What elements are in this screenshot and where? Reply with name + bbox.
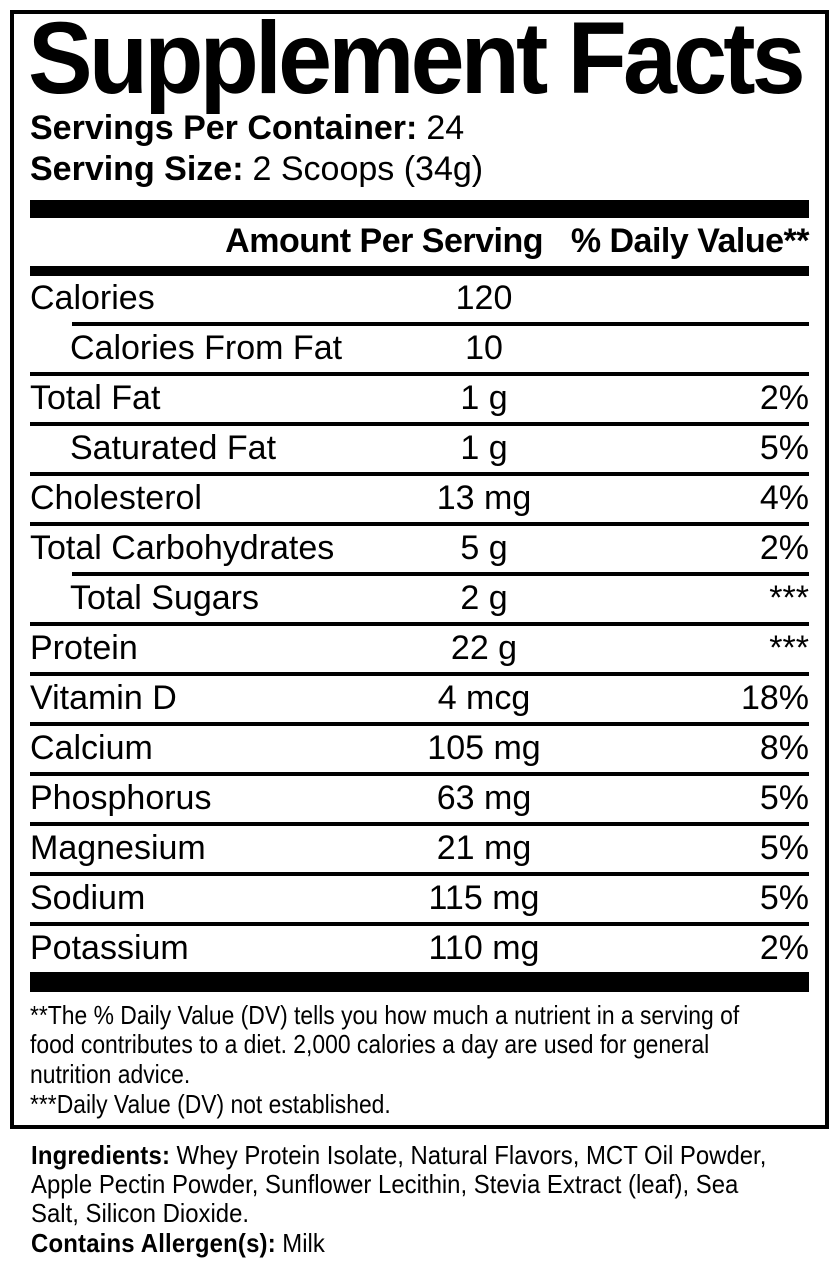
nutrient-daily-value: 8% — [759, 729, 809, 768]
nutrient-daily-value: 18% — [740, 679, 809, 718]
ingredients-line: Salt, Silicon Dioxide. — [31, 1198, 250, 1229]
servings-per-container-value: 24 — [426, 108, 465, 147]
nutrient-daily-value: 2% — [759, 529, 809, 568]
dv-footnote-line: food contributes to a diet. 2,000 calori… — [30, 1029, 710, 1060]
serving-size-value: 2 Scoops (34g) — [252, 150, 484, 189]
nutrient-name: Sodium — [30, 879, 146, 918]
nutrient-name: Total Fat — [30, 379, 161, 418]
row-separator — [30, 621, 809, 626]
nutrient-name: Phosphorus — [30, 779, 212, 818]
nutrient-name: Magnesium — [30, 829, 206, 868]
header-separator-bar — [30, 265, 809, 276]
row-separator — [30, 421, 809, 426]
row-separator — [30, 721, 809, 726]
ingredients-line: Apple Pectin Powder, Sunflower Lecithin,… — [31, 1169, 739, 1200]
nutrient-amount: 63 mg — [436, 779, 532, 818]
ingredients-text: Whey Protein Isolate, Natural Flavors, M… — [176, 1140, 767, 1171]
ingredients-section: Ingredients: Whey Protein Isolate, Natura… — [31, 1140, 767, 1258]
row-separator — [30, 521, 809, 526]
table-row: Total Fat 1 g 2% — [30, 376, 809, 422]
servings-per-container-label: Servings Per Container: — [30, 108, 418, 147]
nutrient-daily-value: *** — [769, 629, 809, 668]
row-separator — [30, 471, 809, 476]
nutrient-daily-value: 2% — [759, 929, 809, 968]
dv-footnote-line: **The % Daily Value (DV) tells you how m… — [30, 999, 740, 1030]
facts-table-body: Calories 120 Calories From Fat 10 Total … — [30, 276, 809, 972]
table-row: Total Sugars 2 g *** — [30, 576, 809, 622]
daily-value-header: % Daily Value** — [570, 222, 810, 261]
nutrient-amount: 2 g — [460, 579, 508, 618]
nutrient-amount: 110 mg — [428, 929, 540, 968]
ingredients-line: Ingredients: Whey Protein Isolate, Natura… — [31, 1140, 767, 1171]
nutrient-amount: 10 — [465, 329, 503, 368]
table-row: Magnesium 21 mg 5% — [30, 826, 809, 872]
nutrient-name: Vitamin D — [30, 679, 177, 718]
footnotes: **The % Daily Value (DV) tells you how m… — [30, 999, 740, 1120]
nutrient-amount: 105 mg — [427, 729, 541, 768]
nutrient-amount: 1 g — [460, 379, 508, 418]
table-row: Calcium 105 mg 8% — [30, 726, 809, 772]
nutrient-daily-value: 4% — [759, 479, 809, 518]
table-row: Phosphorus 63 mg 5% — [30, 776, 809, 822]
table-row: Total Carbohydrates 5 g 2% — [30, 526, 809, 572]
row-separator — [72, 321, 809, 326]
facts-table-header: Amount Per Serving % Daily Value** — [30, 218, 809, 266]
panel-title: Supplement Facts — [28, 1, 806, 115]
row-separator — [30, 921, 809, 926]
nutrient-daily-value: 5% — [759, 879, 809, 918]
table-row: Calories 120 — [30, 276, 809, 322]
dv-footnote-line: nutrition advice. — [30, 1059, 191, 1090]
table-row: Potassium 110 mg 2% — [30, 926, 809, 972]
serving-size-line: Serving Size: 2 Scoops (34g) — [30, 149, 809, 190]
table-row: Calories From Fat 10 — [30, 326, 809, 372]
nutrient-amount: 4 mcg — [437, 679, 531, 718]
ingredients-label: Ingredients: — [31, 1140, 171, 1171]
table-row: Cholesterol 13 mg 4% — [30, 476, 809, 522]
table-row: Protein 22 g *** — [30, 626, 809, 672]
nutrient-daily-value: 2% — [759, 379, 809, 418]
thick-separator-bar-bottom — [30, 971, 809, 992]
supplement-facts-panel: Supplement Facts Servings Per Container:… — [10, 1, 829, 1130]
nutrient-daily-value: 5% — [759, 779, 809, 818]
thick-separator-bar-top — [30, 199, 809, 218]
nutrient-name: Calories — [30, 279, 155, 318]
nutrient-daily-value: 5% — [759, 429, 809, 468]
contains-allergens-line: Contains Allergen(s): Milk — [31, 1227, 765, 1258]
row-separator — [30, 821, 809, 826]
row-separator — [30, 671, 809, 676]
row-separator — [30, 771, 809, 776]
nutrient-amount: 5 g — [460, 529, 508, 568]
nutrient-name: Cholesterol — [30, 479, 202, 518]
contains-allergens-value: Milk — [282, 1227, 325, 1258]
nutrient-name: Total Sugars — [70, 579, 259, 618]
nutrient-name: Protein — [30, 629, 138, 668]
not-established-footnote: ***Daily Value (DV) not established. — [30, 1088, 391, 1119]
nutrient-daily-value: 5% — [759, 829, 809, 868]
nutrient-amount: 120 — [455, 279, 513, 318]
row-separator — [30, 871, 809, 876]
table-row: Sodium 115 mg 5% — [30, 876, 809, 922]
table-row: Vitamin D 4 mcg 18% — [30, 676, 809, 722]
nutrient-name: Calcium — [30, 729, 153, 768]
nutrient-name: Calories From Fat — [70, 329, 343, 368]
nutrient-amount: 13 mg — [436, 479, 532, 518]
nutrient-amount: 22 g — [450, 629, 518, 668]
nutrient-name: Saturated Fat — [70, 429, 277, 468]
contains-allergens-label: Contains Allergen(s): — [31, 1227, 276, 1258]
row-separator — [72, 571, 809, 576]
nutrient-amount: 1 g — [460, 429, 508, 468]
table-row: Saturated Fat 1 g 5% — [30, 426, 809, 472]
row-separator — [30, 371, 809, 376]
nutrient-name: Potassium — [30, 929, 189, 968]
nutrient-amount: 21 mg — [436, 829, 532, 868]
amount-per-serving-header: Amount Per Serving — [225, 222, 543, 261]
servings-per-container-line: Servings Per Container: 24 — [30, 108, 809, 149]
nutrient-name: Total Carbohydrates — [30, 529, 335, 568]
serving-size-label: Serving Size: — [30, 150, 244, 189]
nutrient-amount: 115 mg — [428, 879, 540, 918]
nutrient-daily-value: *** — [769, 579, 809, 618]
